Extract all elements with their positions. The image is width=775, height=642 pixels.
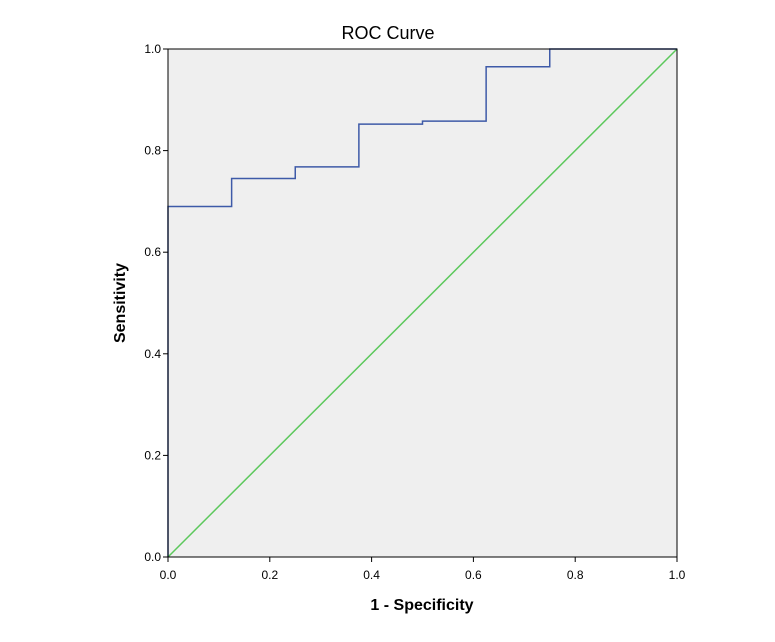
y-tick-label: 1.0: [144, 42, 161, 56]
x-tick-label: 0.2: [261, 568, 278, 582]
x-tick-label: 0.4: [363, 568, 380, 582]
x-tick-label: 1.0: [669, 568, 686, 582]
y-tick-label: 0.0: [144, 550, 161, 564]
plot-frame: [167, 48, 678, 558]
series-reference-line: [167, 48, 678, 558]
y-tick-label: 0.4: [144, 347, 161, 361]
x-tick-label: 0.6: [465, 568, 482, 582]
y-axis: 0.0 0.2 0.4 0.6 0.8 1.0: [144, 42, 168, 564]
chart-title: ROC Curve: [341, 23, 434, 43]
x-axis: 0.0 0.2 0.4 0.6 0.8 1.0: [160, 557, 686, 582]
series-roc-curve: [167, 48, 677, 557]
y-tick-label: 0.8: [144, 144, 161, 158]
y-axis-label: Sensitivity: [112, 263, 129, 343]
y-tick-label: 0.2: [144, 448, 161, 462]
series-layer: [167, 48, 678, 558]
x-tick-label: 0.0: [160, 568, 177, 582]
y-tick-label: 0.6: [144, 245, 161, 259]
x-tick-label: 0.8: [567, 568, 584, 582]
x-axis-label: 1 - Specificity: [370, 597, 473, 614]
